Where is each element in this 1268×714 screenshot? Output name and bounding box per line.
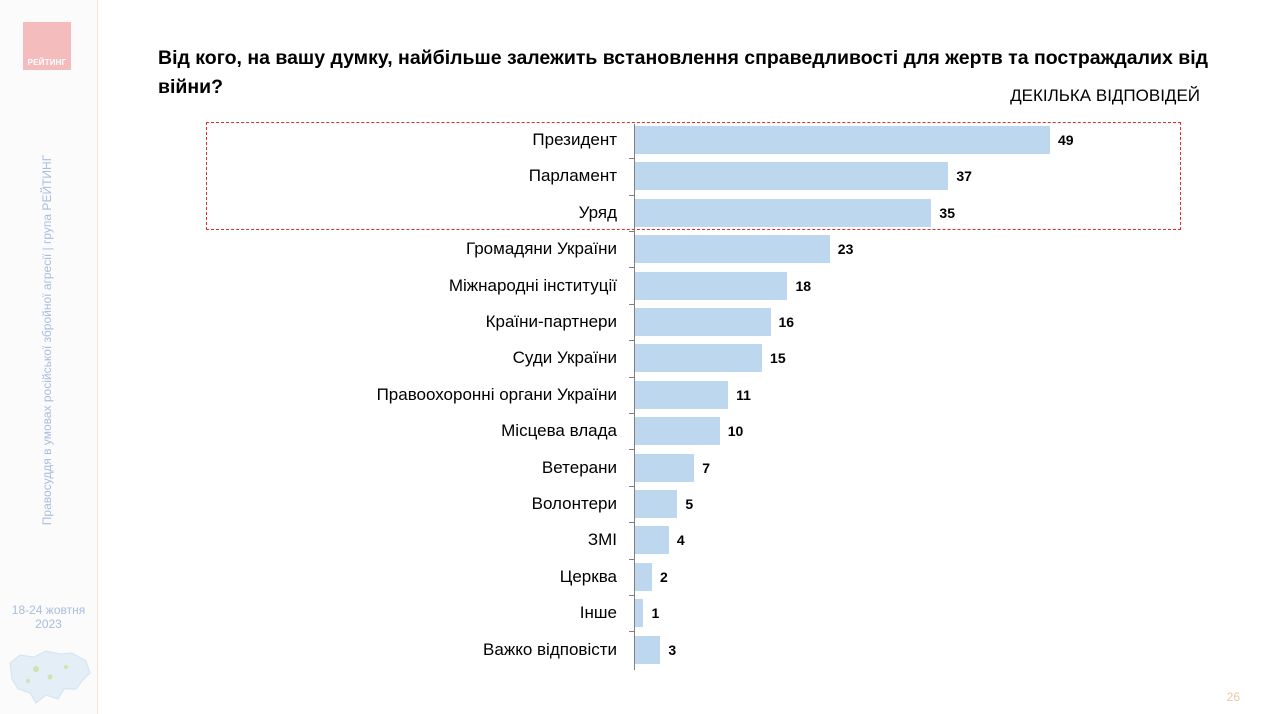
value-label: 2 [659,568,668,585]
value-label: 7 [702,459,711,476]
bar [635,344,763,373]
bar [635,308,771,336]
axis-tick [629,595,635,596]
axis-tick [629,376,635,378]
axis-tick [629,194,635,196]
value-label: 35 [939,204,955,221]
category-label: Суди України [512,348,617,368]
axis-tick [629,303,635,305]
rating-logo: РЕЙТИНГ [23,22,71,70]
category-label: Місцева влада [501,421,617,441]
category-label: Парламент [528,166,617,186]
value-label: 4 [676,532,685,549]
bar [635,235,830,264]
axis-tick [629,267,635,269]
page-number: 26 [1226,690,1240,704]
value-label: 23 [837,241,854,258]
category-label: Громадяни України [465,239,617,259]
category-axis-line [634,124,635,670]
axis-tick [629,340,635,342]
axis-tick [629,522,635,524]
axis-tick [629,413,635,414]
category-label: Міжнародні інституції [448,275,617,295]
logo-text: РЕЙТИНГ [27,58,67,67]
date-line-2: 2023 [35,617,62,631]
survey-date: 18-24 жовтня 2023 [0,603,97,631]
axis-tick [629,631,635,633]
bar [635,635,661,664]
category-label: Волонтери [531,494,617,513]
category-label: Церква [559,566,617,586]
value-label: 5 [685,496,694,512]
value-label: 15 [770,350,786,367]
date-line-1: 18-24 жовтня [11,603,86,617]
category-label: Президент [532,130,617,149]
category-label: Країни-партнери [485,312,617,331]
bar [635,599,644,628]
value-label: 10 [727,423,744,440]
axis-tick [629,449,635,451]
bar [635,380,729,409]
axis-tick [629,485,635,487]
bar [635,490,678,518]
bar [635,198,932,227]
axis-tick [629,231,635,232]
ukraine-map-icon [9,650,91,704]
bar [635,417,720,446]
report-title-vertical: Правосуддя в умовах російської збройної … [40,154,54,526]
bar [635,562,652,591]
value-label: 16 [778,314,795,330]
category-label: Важко відповісти [483,639,617,659]
bar [635,453,695,482]
bar [635,271,788,300]
chart-subtitle: ДЕКІЛЬКА ВІДПОВІДЕЙ [1010,86,1200,105]
category-label: Ветерани [541,457,617,477]
category-label: ЗМІ [587,530,617,550]
value-label: 49 [1058,132,1074,148]
bar [635,162,949,191]
bar [635,126,1050,154]
axis-tick [629,558,635,560]
highlight-box [206,122,1181,230]
axis-tick [629,158,635,160]
category-label: Правоохоронні органи України [376,384,617,404]
sidebar: РЕЙТИНГ Правосуддя в умовах російської з… [0,0,98,714]
chart-title: Від кого, на вашу думку, найбільше залеж… [158,47,1209,98]
value-label: 18 [795,277,812,294]
category-label: Уряд [578,202,617,222]
value-label: 11 [736,386,751,403]
value-label: 3 [668,641,677,658]
value-label: 1 [651,605,660,622]
bar [635,526,669,555]
category-label: Інше [579,603,617,623]
value-label: 37 [956,168,972,185]
